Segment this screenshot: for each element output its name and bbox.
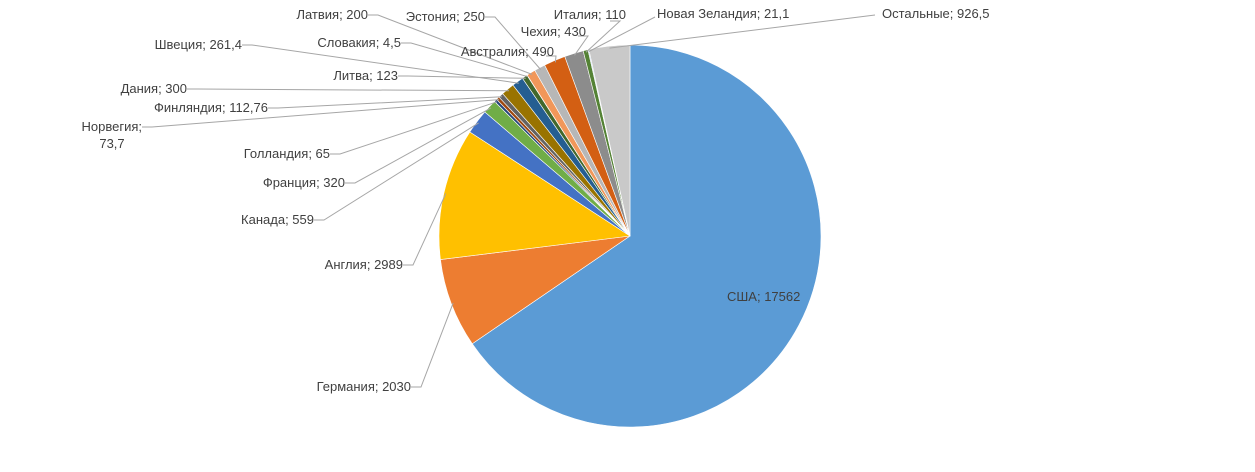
data-label-9: Дания; 300 — [121, 81, 187, 96]
data-label-3: Англия; 2989 — [325, 257, 403, 272]
leader-line-19 — [609, 14, 876, 49]
data-label-8: Финляндия; 112,76 — [154, 100, 268, 115]
data-label-15: Австралия; 490 — [461, 44, 554, 59]
leader-line-11 — [398, 75, 526, 79]
leader-line-2 — [411, 302, 454, 388]
data-label-12: Словакия; 4,5 — [317, 35, 401, 50]
data-label-2: Германия; 2030 — [317, 379, 411, 394]
pie-slice-3 — [438, 131, 631, 260]
leader-line-12 — [401, 42, 529, 78]
leader-line-5 — [345, 107, 492, 184]
leader-line-7 — [142, 99, 500, 128]
leader-line-9 — [187, 88, 510, 92]
leader-line-16 — [574, 35, 589, 56]
data-label-1: США; 17562 — [727, 289, 800, 304]
pie-slice-1 — [471, 44, 822, 428]
leader-line-13 — [368, 14, 533, 75]
data-label-14: Эстония; 250 — [406, 9, 485, 24]
data-label-7: Норвегия; — [82, 119, 143, 134]
leader-line-4 — [314, 122, 479, 221]
data-label-18: Новая Зеландия; 21,1 — [657, 6, 789, 21]
data-label-10: Швеция; 261,4 — [155, 37, 242, 52]
leader-lines — [142, 14, 876, 388]
data-label-5: Франция; 320 — [263, 175, 345, 190]
data-label-7-line2: 73,7 — [99, 136, 124, 151]
data-label-13: Латвия; 200 — [296, 7, 368, 22]
data-label-6: Голландия; 65 — [244, 146, 330, 161]
data-label-17: Италия; 110 — [554, 7, 626, 22]
leader-line-15 — [546, 55, 557, 63]
leader-line-17 — [585, 20, 622, 53]
data-label-4: Канада; 559 — [241, 212, 314, 227]
leader-line-10 — [242, 44, 519, 84]
leader-line-8 — [268, 96, 503, 109]
data-label-16: Чехия; 430 — [521, 24, 586, 39]
leader-line-6 — [330, 101, 498, 155]
leader-line-14 — [485, 16, 541, 70]
data-label-11: Литва; 123 — [333, 68, 398, 83]
leader-line-18 — [588, 16, 656, 52]
leader-line-3 — [403, 193, 447, 266]
pie-slices — [438, 44, 822, 428]
data-label-19: Остальные; 926,5 — [882, 6, 990, 21]
data-labels: США; 17562 Германия; 2030 Англия; 2989 Кана… — [82, 6, 990, 394]
